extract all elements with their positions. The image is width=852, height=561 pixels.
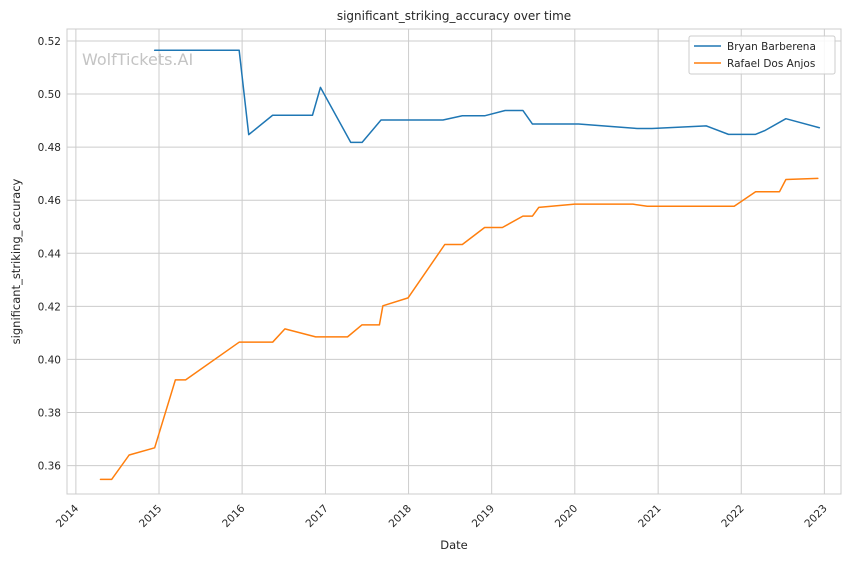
x-axis-label: Date <box>440 538 468 552</box>
series-line-rafael-dos-anjos <box>99 177 819 481</box>
legend-box <box>688 35 836 75</box>
x-tick-label: 2017 <box>303 503 330 530</box>
y-tick-label: 0.40 <box>38 354 61 366</box>
y-tick-label: 0.50 <box>38 89 61 101</box>
y-tick-label: 0.52 <box>38 36 61 48</box>
grid-lines <box>67 29 841 494</box>
y-tick-label: 0.42 <box>38 301 61 313</box>
x-tick-label: 2019 <box>470 503 497 530</box>
y-tick-label: 0.48 <box>38 142 61 154</box>
plot-area-frame <box>66 28 842 495</box>
y-axis-label: significant_striking_accuracy <box>9 178 23 344</box>
y-tick-label: 0.36 <box>38 461 62 473</box>
chart-title: significant_striking_accuracy over time <box>337 9 571 23</box>
legend: Bryan Barberena Rafael Dos Anjos <box>688 35 836 75</box>
y-tick-label: 0.38 <box>38 408 61 420</box>
watermark: WolfTickets.AI <box>82 50 193 69</box>
x-tick-label: 2020 <box>553 503 580 530</box>
series-lines <box>99 49 821 481</box>
series-line-bryan-barberena <box>153 49 821 144</box>
x-axis-ticks: 2014 2015 2016 2017 2018 2019 2020 2021 2022 2023 <box>54 502 830 530</box>
x-tick-label: 2023 <box>802 503 829 530</box>
y-tick-label: 0.46 <box>38 195 62 207</box>
legend-entry-rafael-dos-anjos: Rafael Dos Anjos <box>727 58 815 70</box>
x-tick-label: 2018 <box>387 503 414 530</box>
x-tick-label: 2015 <box>137 503 164 530</box>
y-axis-ticks: 0.36 0.38 0.40 0.42 0.44 0.46 0.48 0.50 0.52 <box>38 36 62 473</box>
x-tick-label: 2021 <box>636 503 663 530</box>
x-tick-label: 2016 <box>220 502 248 530</box>
x-tick-label: 2022 <box>719 503 746 530</box>
legend-entry-bryan-barberena: Bryan Barberena <box>727 41 816 53</box>
y-tick-label: 0.44 <box>38 248 62 260</box>
x-tick-label: 2014 <box>54 502 82 530</box>
